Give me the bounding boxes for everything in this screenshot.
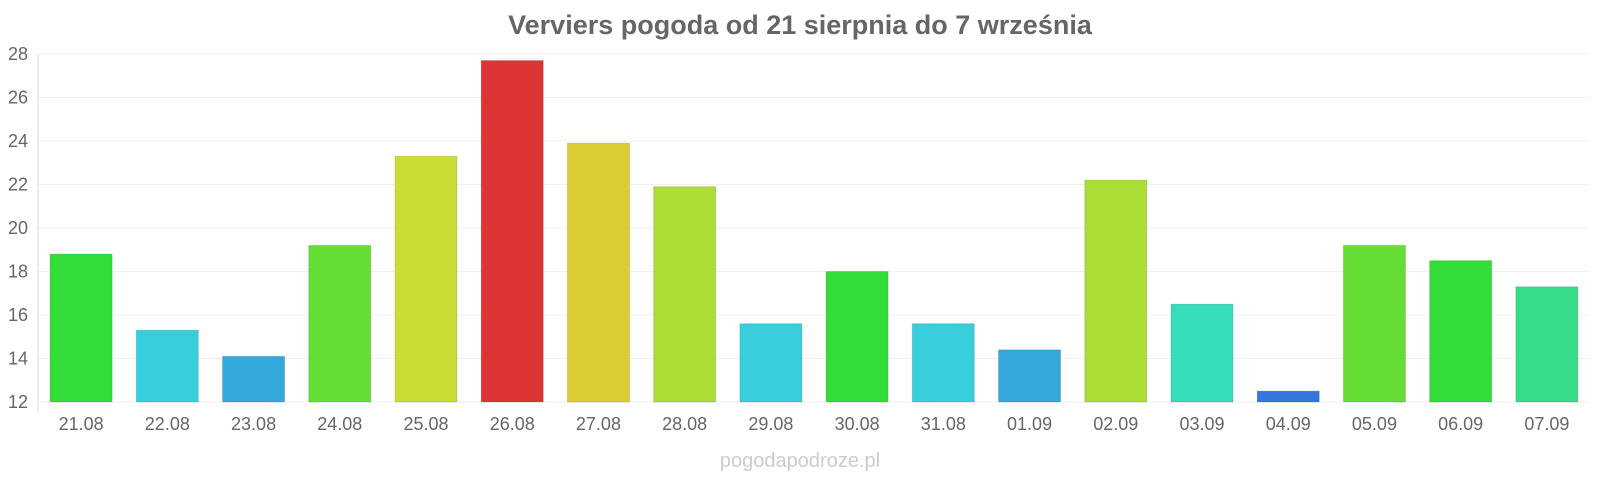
y-tick-label: 18 bbox=[8, 262, 28, 282]
y-tick-label: 20 bbox=[8, 218, 28, 238]
y-axis-ticks: 12 14 16 18 20 22 24 26 28 bbox=[8, 44, 28, 412]
y-tick-label: 26 bbox=[8, 88, 28, 108]
x-tick-label: 31.08 bbox=[921, 414, 966, 434]
chart-title: Verviers pogoda od 21 sierpnia do 7 wrze… bbox=[508, 10, 1092, 40]
x-tick-label: 26.08 bbox=[490, 414, 535, 434]
bar-29.08 bbox=[739, 323, 803, 403]
bar-06.09 bbox=[1429, 260, 1493, 403]
x-tick-label: 24.08 bbox=[317, 414, 362, 434]
x-tick-label: 25.08 bbox=[403, 414, 448, 434]
x-tick-label: 04.09 bbox=[1266, 414, 1311, 434]
bar-22.08 bbox=[135, 329, 199, 403]
x-tick-label: 22.08 bbox=[145, 414, 190, 434]
bar-27.08 bbox=[566, 142, 630, 403]
bar-01.09 bbox=[998, 349, 1062, 403]
bar-21.08 bbox=[49, 253, 113, 403]
bar-03.09 bbox=[1170, 303, 1234, 403]
bar-04.09 bbox=[1256, 390, 1320, 403]
x-tick-label: 29.08 bbox=[748, 414, 793, 434]
y-tick-label: 22 bbox=[8, 175, 28, 195]
bar-07.09 bbox=[1515, 286, 1579, 403]
bar-30.08 bbox=[825, 271, 889, 403]
gridlines bbox=[38, 53, 1590, 403]
bar-31.08 bbox=[911, 323, 975, 403]
bar-05.09 bbox=[1342, 244, 1406, 403]
x-tick-label: 02.09 bbox=[1093, 414, 1138, 434]
bar-25.08 bbox=[394, 155, 458, 403]
x-tick-label: 05.09 bbox=[1352, 414, 1397, 434]
watermark: pogodapodroze.pl bbox=[719, 450, 881, 472]
x-tick-label: 07.09 bbox=[1524, 414, 1569, 434]
bar-23.08 bbox=[222, 355, 286, 403]
bar-28.08 bbox=[653, 186, 717, 403]
bar-24.08 bbox=[308, 244, 372, 403]
x-tick-label: 30.08 bbox=[835, 414, 880, 434]
x-axis-ticks: 21.08 22.08 23.08 24.08 25.08 26.08 27.08 28.08… bbox=[59, 414, 1570, 434]
y-tick-label: 16 bbox=[8, 305, 28, 325]
x-tick-label: 27.08 bbox=[576, 414, 621, 434]
x-tick-label: 03.09 bbox=[1179, 414, 1224, 434]
x-tick-label: 01.09 bbox=[1007, 414, 1052, 434]
x-tick-label: 21.08 bbox=[59, 414, 104, 434]
y-tick-label: 14 bbox=[8, 349, 28, 369]
bar-02.09 bbox=[1084, 179, 1148, 403]
bar-26.08 bbox=[480, 60, 544, 403]
y-tick-label: 12 bbox=[8, 392, 28, 412]
x-tick-label: 28.08 bbox=[662, 414, 707, 434]
x-tick-label: 06.09 bbox=[1438, 414, 1483, 434]
bars bbox=[49, 60, 1579, 403]
y-tick-label: 24 bbox=[8, 131, 28, 151]
y-tick-label: 28 bbox=[8, 44, 28, 64]
x-tick-label: 23.08 bbox=[231, 414, 276, 434]
